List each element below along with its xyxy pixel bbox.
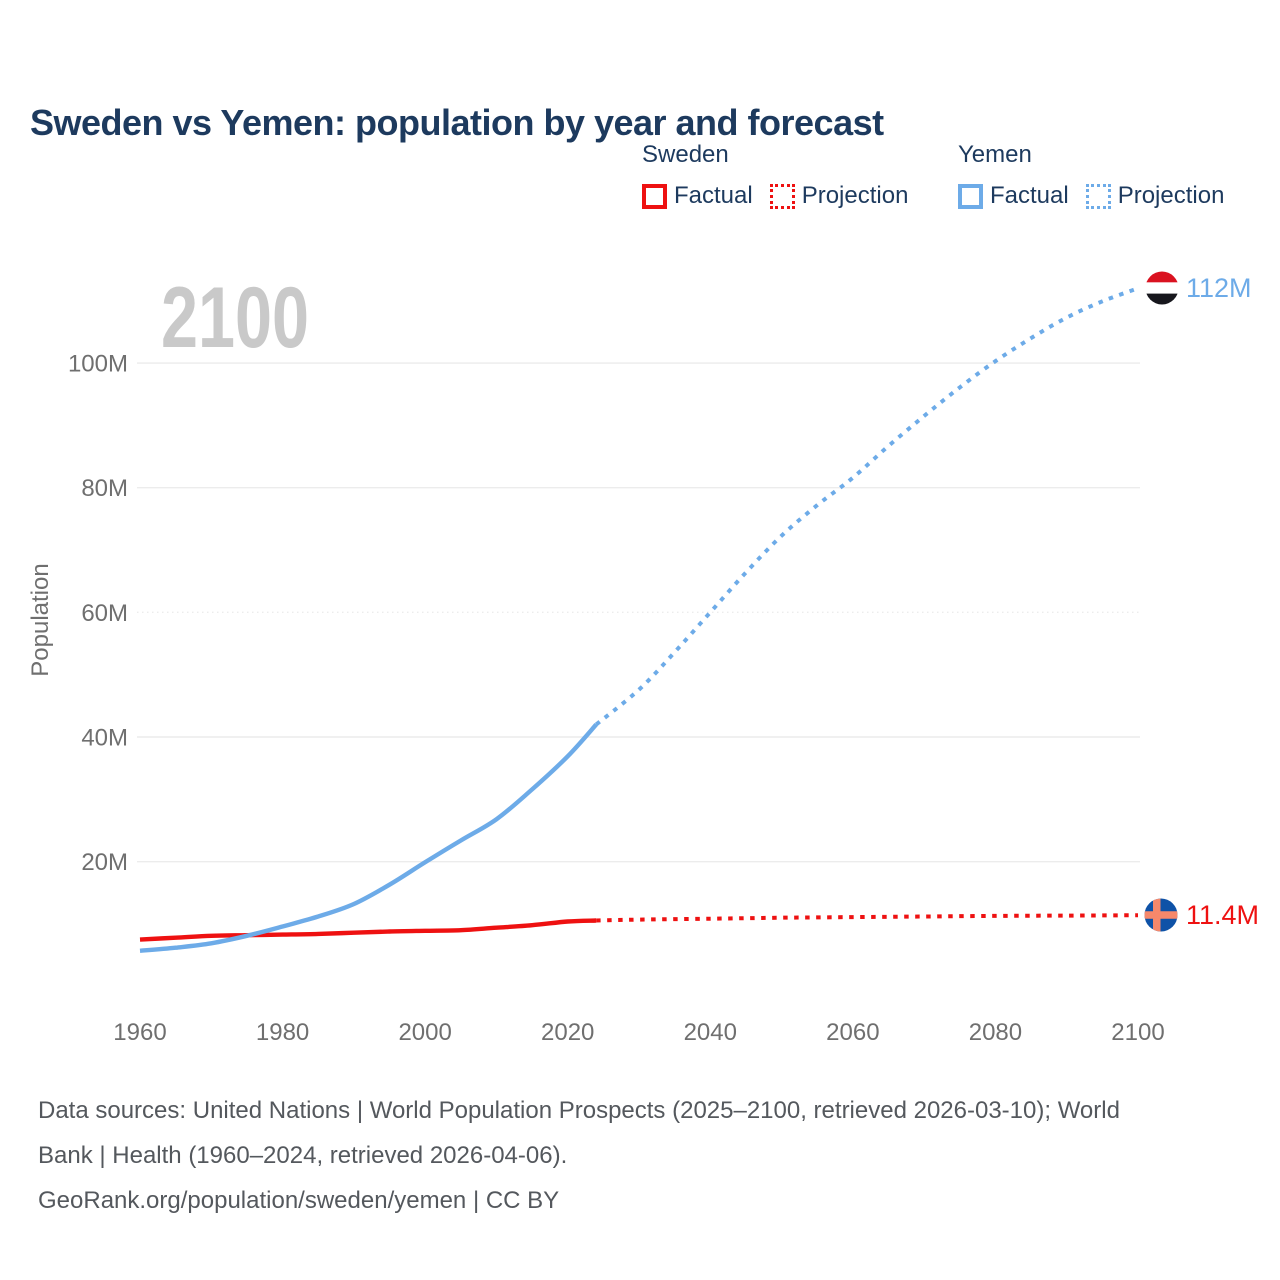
x-tick-label: 1980 <box>256 1019 309 1046</box>
x-tick-label: 2020 <box>541 1019 594 1046</box>
yemen-factual-line <box>139 723 598 953</box>
x-tick-label: 1960 <box>113 1019 166 1046</box>
legend-item-label: Projection <box>1117 182 1225 209</box>
legend-group-sweden: Sweden Factual Projection <box>642 141 908 210</box>
legend-item-label: Projection <box>801 182 909 209</box>
footer: Data sources: United Nations | World Pop… <box>38 1088 1120 1223</box>
legend-item-yemen-factual[interactable]: Factual <box>958 182 1069 210</box>
legend-item-sweden-factual[interactable]: Factual <box>642 182 753 210</box>
x-tick-label: 2040 <box>684 1019 737 1046</box>
legend-group-yemen: Yemen Factual Projection <box>958 141 1224 210</box>
sweden-flag-icon <box>1144 898 1178 932</box>
solid-line-swatch-icon <box>958 183 983 209</box>
grid-layer <box>137 362 1140 863</box>
legend-group-label: Yemen <box>958 141 1032 168</box>
y-axis-ticks: 100M 80M 60M 40M 20M <box>68 351 128 877</box>
yemen-projection-line <box>594 286 1139 727</box>
data-sources-line: Data sources: United Nations | World Pop… <box>38 1097 1120 1124</box>
sweden-projection-line <box>596 913 1139 923</box>
series-layer <box>139 286 1139 953</box>
y-tick-label: 60M <box>81 600 128 627</box>
x-tick-label: 2060 <box>826 1019 879 1046</box>
yemen-flag-icon <box>1145 271 1179 305</box>
y-axis-title: Population <box>27 563 54 676</box>
sweden-factual-line <box>139 918 597 942</box>
x-tick-label: 2000 <box>398 1019 451 1046</box>
legend-item-label: Factual <box>990 182 1069 209</box>
y-tick-label: 80M <box>81 475 128 502</box>
legend-item-label: Factual <box>674 182 753 209</box>
legend-group-label: Sweden <box>642 141 729 168</box>
x-tick-label: 2080 <box>969 1019 1022 1046</box>
attribution-link-line[interactable]: GeoRank.org/population/sweden/yemen | CC… <box>38 1187 560 1214</box>
page-title: Sweden vs Yemen: population by year and … <box>30 102 884 144</box>
dotted-line-swatch-icon <box>769 183 795 209</box>
solid-line-swatch-icon <box>642 183 667 209</box>
data-sources-line: Bank | Health (1960–2024, retrieved 2026… <box>38 1142 568 1169</box>
legend-item-sweden-projection[interactable]: Projection <box>769 182 909 210</box>
legend-item-yemen-projection[interactable]: Projection <box>1085 182 1225 210</box>
y-tick-label: 20M <box>81 849 128 876</box>
y-tick-label: 40M <box>81 725 128 752</box>
y-tick-label: 100M <box>68 351 128 378</box>
dotted-line-swatch-icon <box>1085 183 1111 209</box>
watermark-year-label: 2100 <box>161 270 309 366</box>
sweden-end-value-label: 11.4M <box>1186 900 1259 930</box>
yemen-end-value-label: 112M <box>1186 273 1252 303</box>
x-tick-label: 2100 <box>1111 1019 1164 1046</box>
x-axis-ticks: 1960 1980 2000 2020 2040 2060 2080 2100 <box>113 1019 1164 1046</box>
